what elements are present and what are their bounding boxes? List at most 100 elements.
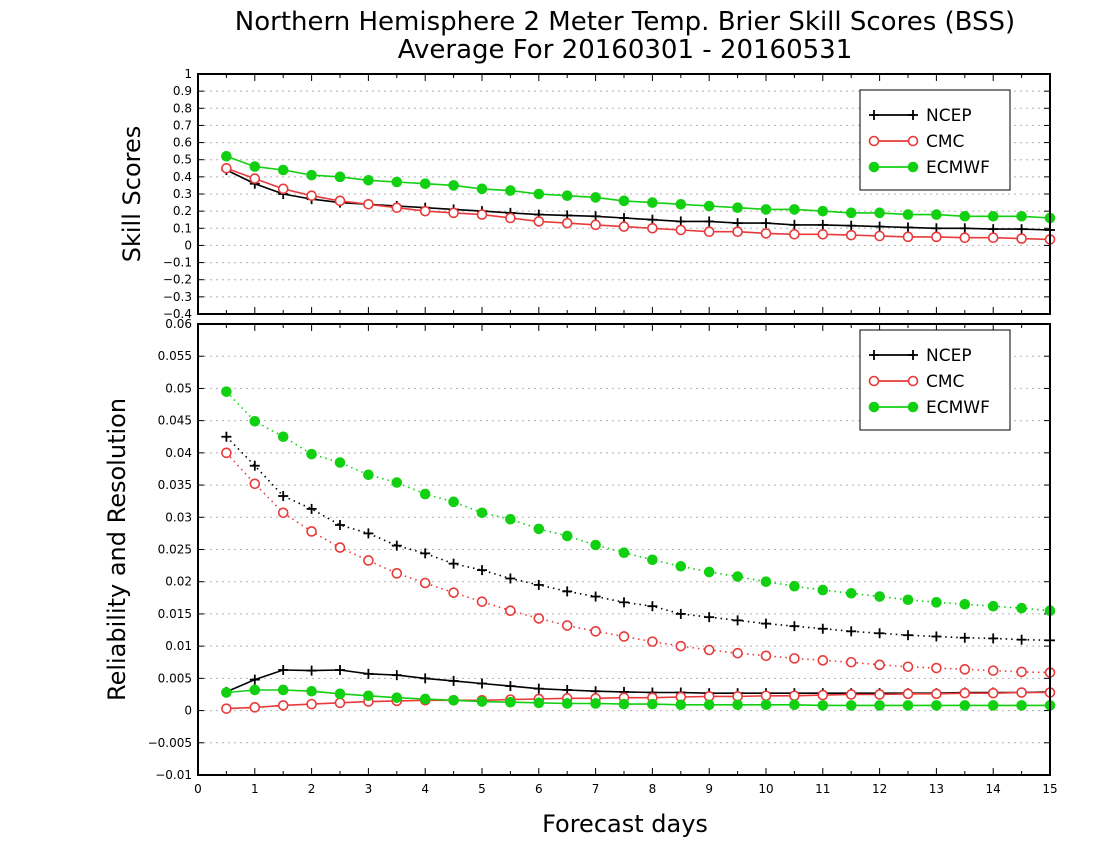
data-point: [618, 195, 630, 207]
y-tick-label: −0.4: [163, 307, 192, 321]
data-point: [817, 689, 829, 701]
data-point: [931, 688, 942, 700]
data-point: [363, 690, 374, 702]
data-point: [874, 659, 885, 671]
data-point: [987, 600, 999, 612]
y-tick-label: −0.1: [163, 256, 192, 270]
x-tick-label: 8: [649, 782, 657, 796]
data-point: [249, 684, 261, 696]
data-point: [703, 644, 715, 656]
data-point: [561, 530, 573, 542]
series-ncep-resolution: [221, 431, 1055, 646]
data-point: [391, 176, 403, 188]
chart-title-line2: Average For 20160301 - 20160531: [398, 35, 853, 65]
data-point: [907, 161, 919, 173]
data-point: [363, 555, 374, 566]
data-point: [533, 613, 545, 624]
legend-box: [859, 329, 1011, 431]
data-point: [703, 566, 715, 578]
data-point: [277, 431, 289, 443]
data-point: [675, 699, 687, 711]
x-tick-label: 10: [758, 782, 773, 796]
data-point: [931, 231, 942, 243]
data-point: [647, 222, 658, 234]
data-point: [647, 698, 658, 710]
data-point: [732, 699, 743, 711]
data-point: [760, 699, 772, 711]
data-point: [221, 447, 232, 459]
data-point: [590, 539, 601, 551]
y-tick-label: 0.045: [158, 414, 192, 428]
data-point: [476, 507, 488, 519]
data-point: [476, 209, 488, 220]
legend-label: CMC: [926, 372, 964, 392]
data-point: [505, 513, 516, 525]
legend-item-cmc: CMC: [868, 372, 964, 392]
data-point: [249, 415, 261, 427]
data-point: [249, 173, 261, 184]
data-point: [817, 584, 829, 596]
x-tick-label: 12: [872, 782, 887, 796]
y-tick-label: −0.01: [155, 768, 192, 782]
data-point: [732, 202, 743, 214]
data-point: [505, 185, 516, 196]
legend-label: NCEP: [926, 106, 972, 126]
data-point: [874, 689, 885, 700]
data-point: [931, 597, 942, 608]
data-point: [868, 135, 880, 147]
data-point: [334, 195, 346, 207]
data-point: [647, 197, 658, 208]
data-point: [277, 507, 289, 519]
data-point: [561, 698, 573, 709]
x-tick-label: 9: [705, 782, 713, 796]
data-point: [987, 210, 999, 222]
legend-label: NCEP: [926, 346, 972, 366]
data-point: [1016, 210, 1027, 222]
x-tick-label: 14: [986, 782, 1001, 796]
data-point: [249, 161, 261, 172]
data-point: [505, 696, 516, 708]
data-point: [334, 688, 346, 700]
data-point: [1016, 233, 1027, 244]
y-axis-label: Skill Scores: [118, 126, 146, 263]
data-point: [959, 687, 971, 699]
chart-title-line1: Northern Hemisphere 2 Meter Temp. Brier …: [235, 7, 1015, 37]
x-tick-label: 0: [194, 782, 202, 796]
y-tick-label: 1: [184, 67, 192, 81]
series-line: [225, 452, 1051, 674]
data-point: [334, 542, 346, 553]
data-point: [845, 689, 857, 700]
data-point: [306, 685, 317, 697]
data-point: [505, 605, 516, 617]
reliability-resolution-panel: −0.01 −0.005 0 0.005 0.01 0.015 0.02 0.025 0.03 0…: [103, 317, 1058, 796]
x-tick-label: 5: [478, 782, 486, 796]
x-tick-label: 6: [535, 782, 543, 796]
data-point: [1016, 602, 1027, 614]
legend-item-ncep: NCEP: [869, 346, 972, 366]
data-point: [987, 665, 999, 676]
data-point: [760, 228, 772, 239]
x-tick-label: 11: [815, 782, 830, 796]
y-tick-label: −0.2: [163, 273, 192, 287]
legend-item-ncep: NCEP: [869, 106, 972, 126]
data-point: [476, 183, 488, 195]
data-point: [419, 488, 431, 500]
series-cmc-resolution: [221, 447, 1056, 678]
x-tick-label: 3: [365, 782, 373, 796]
data-point: [760, 576, 772, 588]
data-point: [419, 693, 431, 705]
data-point: [732, 647, 743, 659]
y-tick-label: 0.03: [165, 510, 192, 524]
data-point: [703, 699, 715, 711]
series-line: [226, 669, 1051, 695]
data-point: [221, 703, 232, 714]
data-point: [448, 587, 459, 598]
data-point: [561, 620, 573, 631]
data-point: [476, 596, 488, 607]
data-point: [618, 698, 630, 710]
y-tick-label: 0.005: [158, 671, 192, 685]
data-point: [845, 207, 857, 219]
series-ecmwf: [221, 150, 1056, 224]
data-point: [277, 183, 289, 195]
